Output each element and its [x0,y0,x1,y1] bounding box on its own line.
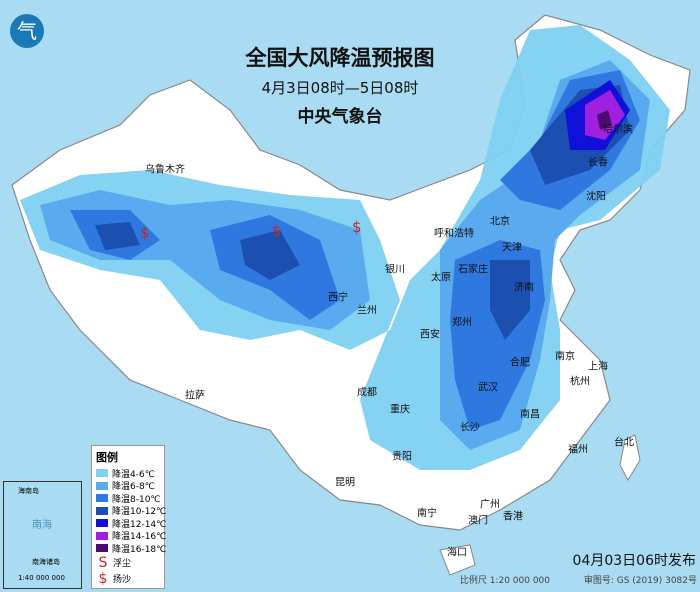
city-label: 上海 [588,361,608,373]
city-label: 杭州 [570,376,590,388]
legend-item: 降温8-10℃ [96,492,164,505]
city-label: 成都 [357,387,377,399]
legend-item: 降温12-14℃ [96,517,167,530]
map-scale: 比例尺 1:20 000 000 [459,576,550,586]
inset-scale: 1:40 000 000 [18,574,65,582]
dust-symbol: $ [272,222,282,240]
legend-label: 降温10-12℃ [112,507,167,518]
inset-title: 南海诸岛 [32,558,60,566]
legend-label: 降温8-10℃ [112,494,161,505]
issuer: 中央气象台 [297,107,383,127]
legend-swatch [96,506,108,515]
city-label: 南京 [555,351,575,363]
legend-label: 降温16-18℃ [112,544,167,555]
hainan [439,544,476,576]
city-label: 太原 [431,272,451,284]
city-label: 海口 [447,547,467,559]
city-label: 乌鲁木齐 [145,164,185,176]
legend-label: 降温6-8℃ [112,482,155,493]
inset-island-label: 海南岛 [18,487,39,495]
legend-symbol-item: S 浮尘 [96,555,164,571]
city-label: 北京 [490,216,510,228]
cooling-10-12 [95,85,630,340]
city-label: 长春 [588,157,608,169]
legend-item: 降温4-6℃ [96,467,164,480]
inset-sea-label: 南海 [32,520,52,531]
city-label: 重庆 [390,404,410,416]
city-label: 合肥 [510,357,530,369]
city-label: 拉萨 [185,390,205,402]
city-label: 哈尔滨 [603,124,633,136]
city-label: 呼和浩特 [434,228,474,240]
legend-item: 降温16-18℃ [96,542,167,555]
cooling-16-18 [597,110,612,130]
city-label: 台北 [614,437,634,449]
legend-swatch [96,494,108,503]
city-label: 广州 [480,499,500,511]
legend-swatch [96,519,108,528]
city-label: 西宁 [328,292,348,304]
legend-swatch [96,469,108,478]
city-label: 福州 [568,444,588,456]
legend-item: 降温14-16℃ [96,530,167,543]
legend-swatch [96,481,108,490]
city-label: 长沙 [460,422,480,434]
south-china-sea-inset: 海南岛 南海 南海诸岛 1:40 000 000 [3,481,82,589]
cooling-8-10 [70,70,640,430]
dust-symbol: $ [352,218,362,236]
legend-swatch [96,531,108,540]
city-label: 沈阳 [586,191,606,203]
legend-swatch [96,544,108,553]
floating-dust-icon: S [98,554,108,571]
legend-symbol-item: $ 扬沙 [96,571,164,587]
map-review-number: 审图号: GS (2019) 3082号 [583,576,697,586]
legend-item: 降温10-12℃ [96,505,167,518]
city-label: 香港 [503,511,523,523]
city-label: 石家庄 [458,264,488,276]
city-label: 贵阳 [392,451,412,463]
cma-logo: 气 [10,14,44,48]
taiwan [619,434,641,482]
city-label: 兰州 [357,305,377,317]
city-label: 武汉 [478,382,498,394]
issue-time: 04月03日06时发布 [572,553,696,569]
city-label: 济南 [514,282,534,294]
map-title: 全国大风降温预报图 [245,46,435,70]
legend-label: 扬沙 [113,575,132,585]
legend-label: 降温12-14℃ [112,519,167,530]
city-label: 昆明 [335,477,355,489]
legend-label: 降温14-16℃ [112,532,167,543]
city-label: 南宁 [417,508,437,520]
forecast-period: 4月3日08时—5日08时 [261,79,419,97]
legend-item: 降温6-8℃ [96,480,164,493]
city-label: 南昌 [520,409,540,421]
legend-label: 降温4-6℃ [112,469,155,480]
city-label: 西安 [420,329,440,341]
city-label: 郑州 [452,317,472,329]
blowing-sand-icon: $ [98,570,108,587]
city-label: 天津 [502,242,522,254]
legend-title: 图例 [96,451,118,464]
city-label: 澳门 [468,515,488,527]
dust-symbol: $ [140,224,150,242]
city-label: 银川 [385,264,405,276]
legend: 图例 降温4-6℃ 降温6-8℃ 降温8-10℃ 降温10-12℃ 降温12-14℃ 降温… [91,445,167,589]
legend-label: 浮尘 [113,559,132,569]
